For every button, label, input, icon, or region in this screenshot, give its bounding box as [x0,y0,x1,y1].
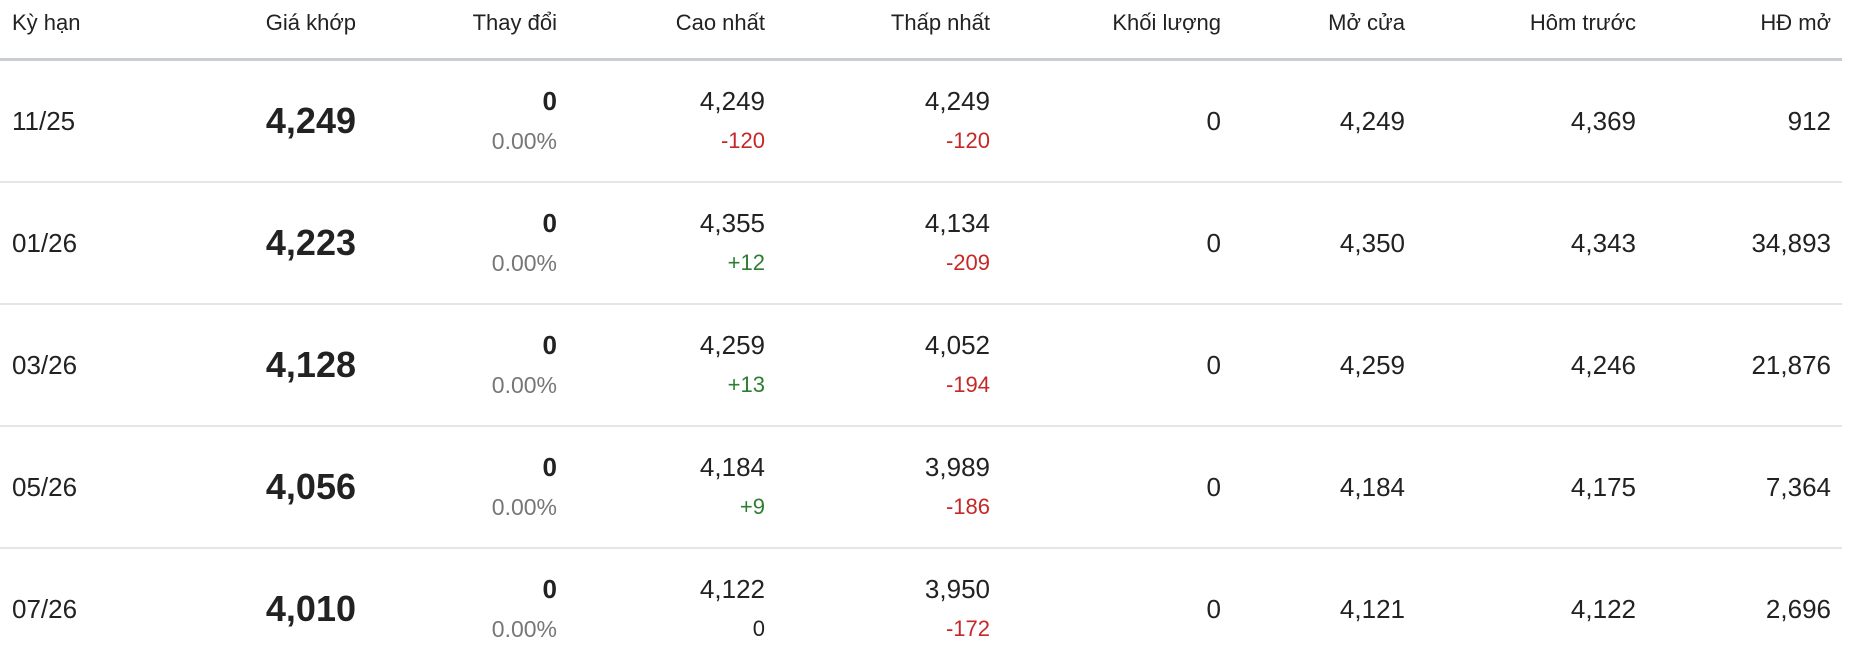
high-value: 4,249 [699,86,765,116]
low-value: 3,950 [924,574,990,604]
low-diff: -120 [945,128,990,153]
header-open-interest[interactable]: HĐ mở [1760,10,1831,35]
open-price: 4,259 [1339,349,1405,380]
change-cell: 0 0.00% [492,549,557,669]
table-row[interactable]: 03/26 4,128 0 0.00% 4,259 +13 4,052 -194… [0,305,1842,427]
change-cell: 0 0.00% [492,61,557,181]
header-high[interactable]: Cao nhất [675,10,765,35]
header-volume[interactable]: Khối lượng [1112,10,1221,35]
prev-close: 4,122 [1570,593,1636,624]
change-value: 0 [542,574,557,604]
volume: 0 [1206,593,1221,624]
low-diff: -186 [945,494,990,519]
open-interest: 34,893 [1751,227,1831,258]
table-row[interactable]: 11/25 4,249 0 0.00% 4,249 -120 4,249 -12… [0,61,1842,183]
low-cell: 4,249 -120 [925,61,990,181]
header-prev[interactable]: Hôm trước [1529,10,1636,35]
high-value: 4,122 [699,574,765,604]
high-diff: +12 [727,250,765,275]
term: 05/26 [12,471,78,502]
low-value: 4,249 [924,86,990,116]
low-cell: 4,052 -194 [925,305,990,425]
match-price: 4,128 [265,344,356,385]
low-value: 4,052 [924,330,990,360]
match-price: 4,056 [265,466,356,507]
change-value: 0 [542,208,557,238]
high-cell: 4,184 +9 [700,427,765,547]
header-change[interactable]: Thay đổi [472,10,557,35]
high-diff: +9 [739,494,765,519]
open-price: 4,249 [1339,105,1405,136]
high-value: 4,184 [699,452,765,482]
table-row[interactable]: 05/26 4,056 0 0.00% 4,184 +9 3,989 -186 … [0,427,1842,549]
prev-close: 4,246 [1570,349,1636,380]
change-value: 0 [542,452,557,482]
high-value: 4,259 [699,330,765,360]
high-cell: 4,122 0 [700,549,765,669]
table-row[interactable]: 07/26 4,010 0 0.00% 4,122 0 3,950 -172 0… [0,549,1842,669]
prev-close: 4,175 [1570,471,1636,502]
high-diff: -120 [720,128,765,153]
low-value: 3,989 [924,452,990,482]
change-percent: 0.00% [491,372,557,398]
high-diff: 0 [752,616,765,641]
change-cell: 0 0.00% [492,183,557,303]
match-price: 4,223 [265,222,356,263]
low-cell: 3,989 -186 [925,427,990,547]
high-cell: 4,249 -120 [700,61,765,181]
volume: 0 [1206,227,1221,258]
high-cell: 4,355 +12 [700,183,765,303]
volume: 0 [1206,105,1221,136]
header-price[interactable]: Giá khớp [265,10,356,35]
term: 03/26 [12,349,78,380]
low-cell: 4,134 -209 [925,183,990,303]
table-header: Kỳ hạn Giá khớp Thay đổi Cao nhất Thấp n… [0,0,1842,61]
header-open[interactable]: Mở cửa [1328,10,1405,35]
low-diff: -209 [945,250,990,275]
high-cell: 4,259 +13 [700,305,765,425]
change-percent: 0.00% [491,616,557,642]
change-cell: 0 0.00% [492,305,557,425]
low-diff: -194 [945,372,990,397]
volume: 0 [1206,349,1221,380]
change-percent: 0.00% [491,128,557,154]
table-row[interactable]: 01/26 4,223 0 0.00% 4,355 +12 4,134 -209… [0,183,1842,305]
change-percent: 0.00% [491,250,557,276]
match-price: 4,010 [265,588,356,629]
match-price: 4,249 [265,100,356,141]
volume: 0 [1206,471,1221,502]
header-low[interactable]: Thấp nhất [890,10,990,35]
prev-close: 4,343 [1570,227,1636,258]
low-cell: 3,950 -172 [925,549,990,669]
change-value: 0 [542,330,557,360]
header-term[interactable]: Kỳ hạn [12,10,81,35]
change-cell: 0 0.00% [492,427,557,547]
open-interest: 21,876 [1751,349,1831,380]
open-price: 4,121 [1339,593,1405,624]
open-interest: 2,696 [1765,593,1831,624]
high-value: 4,355 [699,208,765,238]
open-interest: 912 [1787,105,1831,136]
low-diff: -172 [945,616,990,641]
prev-close: 4,369 [1570,105,1636,136]
term: 07/26 [12,593,78,624]
open-price: 4,184 [1339,471,1405,502]
term: 11/25 [12,105,76,136]
change-percent: 0.00% [491,494,557,520]
open-interest: 7,364 [1765,471,1831,502]
term: 01/26 [12,227,78,258]
open-price: 4,350 [1339,227,1405,258]
low-value: 4,134 [924,208,990,238]
change-value: 0 [542,86,557,116]
high-diff: +13 [727,372,765,397]
